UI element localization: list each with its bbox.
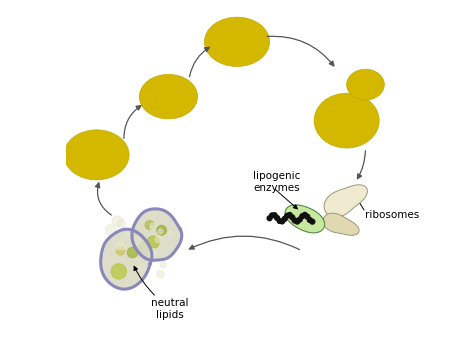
Circle shape bbox=[292, 218, 297, 223]
Circle shape bbox=[277, 218, 282, 223]
Ellipse shape bbox=[139, 74, 198, 119]
Circle shape bbox=[168, 231, 173, 236]
Circle shape bbox=[112, 216, 122, 226]
Circle shape bbox=[300, 214, 305, 218]
Circle shape bbox=[287, 213, 292, 217]
Polygon shape bbox=[132, 209, 182, 260]
Circle shape bbox=[138, 264, 145, 271]
Circle shape bbox=[158, 229, 163, 234]
Circle shape bbox=[140, 255, 144, 259]
Circle shape bbox=[111, 264, 127, 279]
Circle shape bbox=[150, 227, 154, 230]
Circle shape bbox=[272, 213, 277, 218]
Ellipse shape bbox=[64, 130, 129, 180]
Text: neutral
lipids: neutral lipids bbox=[151, 298, 189, 320]
Circle shape bbox=[310, 219, 315, 224]
Circle shape bbox=[160, 262, 166, 268]
Circle shape bbox=[150, 223, 155, 227]
Circle shape bbox=[149, 253, 158, 262]
Ellipse shape bbox=[314, 93, 379, 148]
Circle shape bbox=[157, 225, 166, 235]
Circle shape bbox=[282, 216, 287, 221]
Ellipse shape bbox=[204, 17, 270, 66]
Circle shape bbox=[275, 216, 280, 221]
Circle shape bbox=[302, 213, 307, 217]
Polygon shape bbox=[323, 213, 359, 235]
Circle shape bbox=[280, 219, 284, 224]
Polygon shape bbox=[285, 205, 325, 233]
Circle shape bbox=[270, 213, 274, 218]
Circle shape bbox=[297, 217, 302, 222]
Circle shape bbox=[157, 270, 164, 278]
Circle shape bbox=[305, 214, 310, 219]
Circle shape bbox=[149, 248, 156, 256]
Circle shape bbox=[147, 236, 159, 248]
Polygon shape bbox=[324, 185, 367, 217]
Circle shape bbox=[285, 213, 290, 218]
Circle shape bbox=[125, 232, 129, 237]
Text: ribosomes: ribosomes bbox=[365, 210, 420, 220]
Circle shape bbox=[295, 219, 300, 224]
Circle shape bbox=[120, 244, 126, 250]
Circle shape bbox=[118, 240, 123, 246]
Circle shape bbox=[308, 218, 312, 223]
Circle shape bbox=[116, 245, 120, 250]
Ellipse shape bbox=[346, 69, 384, 100]
Polygon shape bbox=[100, 229, 152, 289]
Circle shape bbox=[155, 236, 162, 243]
Circle shape bbox=[132, 237, 141, 245]
Circle shape bbox=[117, 219, 126, 228]
Circle shape bbox=[145, 221, 154, 229]
Circle shape bbox=[128, 247, 137, 258]
Circle shape bbox=[290, 215, 295, 220]
Circle shape bbox=[117, 247, 125, 255]
Circle shape bbox=[136, 267, 139, 271]
Circle shape bbox=[267, 216, 272, 221]
Text: lipogenic
enzymes: lipogenic enzymes bbox=[253, 171, 300, 193]
Circle shape bbox=[106, 225, 116, 235]
